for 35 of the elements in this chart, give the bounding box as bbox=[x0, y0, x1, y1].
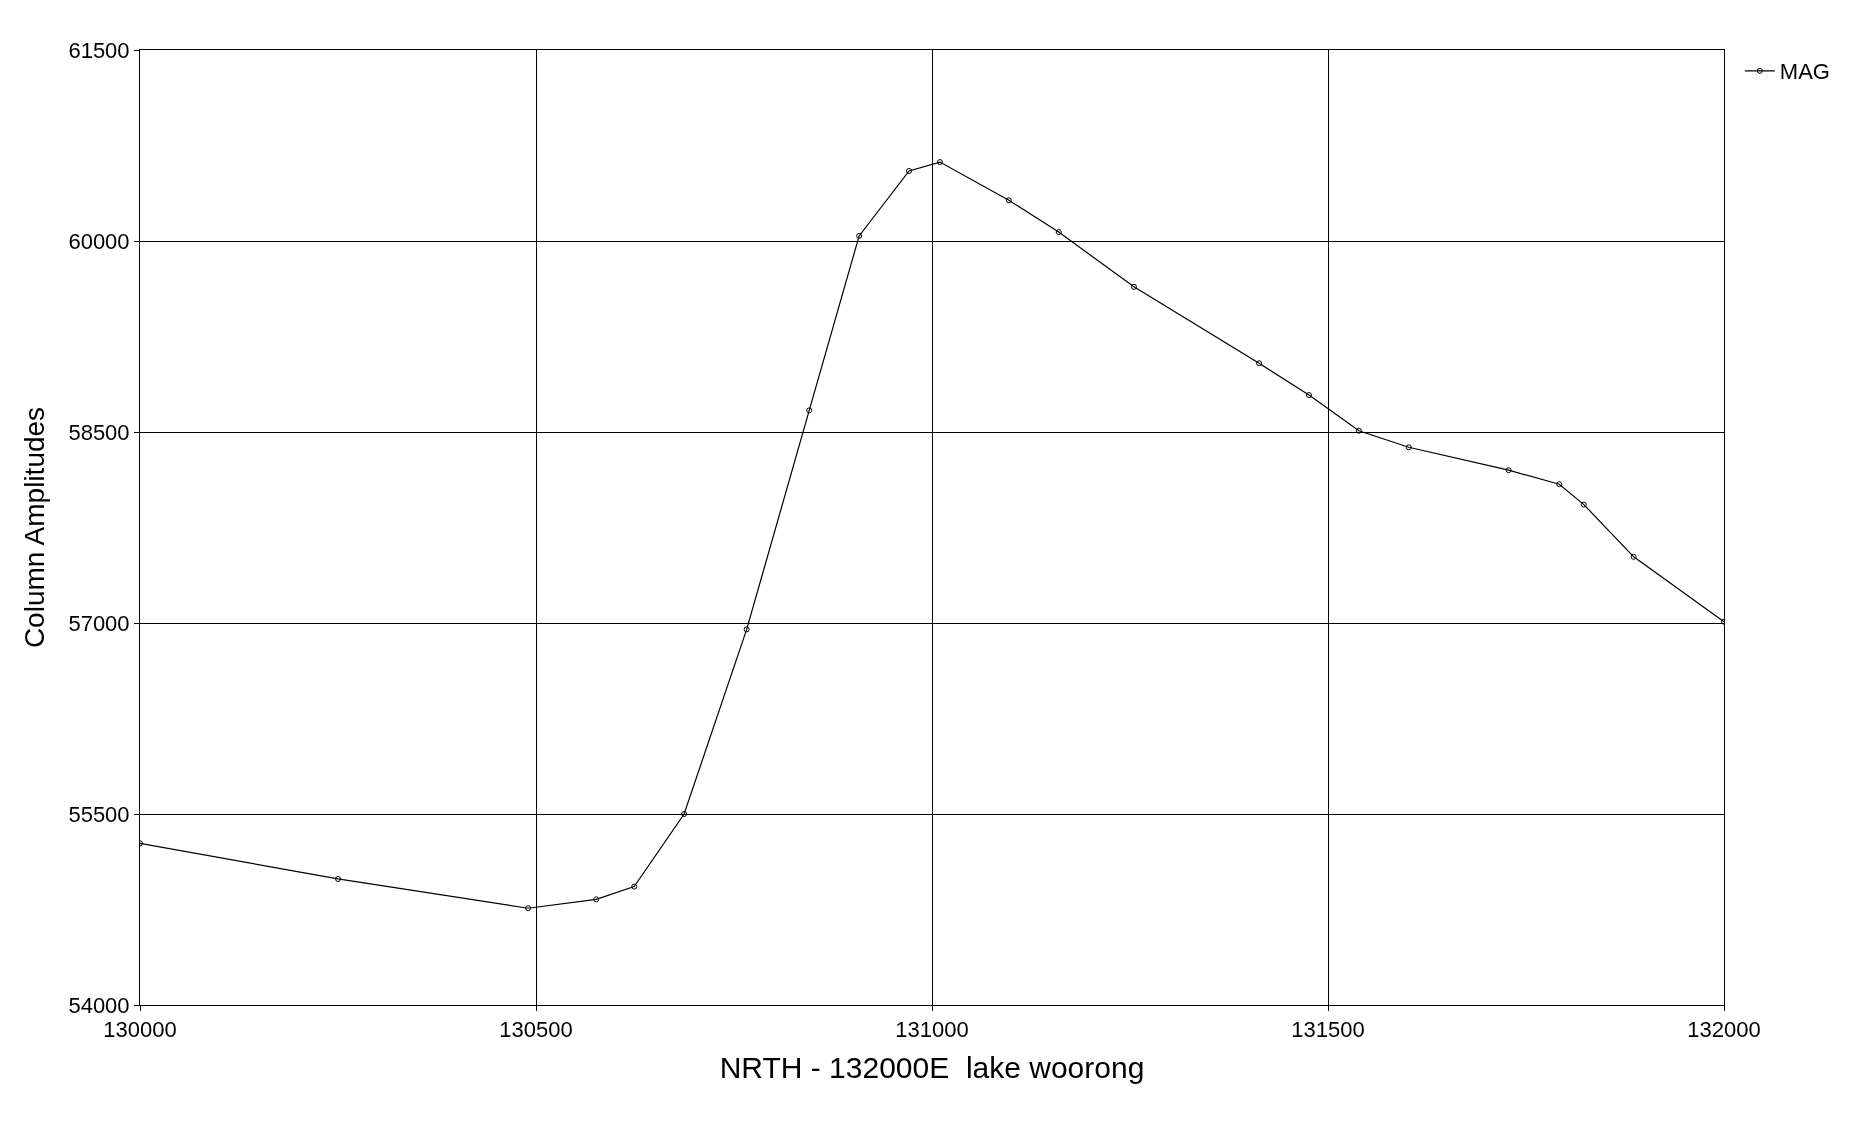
x-tick-label: 130500 bbox=[499, 1017, 573, 1043]
legend-label: MAG bbox=[1779, 59, 1830, 85]
y-tick-label: 57000 bbox=[68, 610, 130, 636]
x-tick-label: 131000 bbox=[895, 1017, 969, 1043]
point bbox=[593, 896, 600, 903]
point bbox=[856, 232, 863, 239]
y-tick-label: 61500 bbox=[68, 37, 130, 63]
point bbox=[335, 875, 341, 882]
y-tick-label: 55500 bbox=[68, 801, 130, 827]
point bbox=[1505, 467, 1512, 474]
point bbox=[1355, 427, 1362, 434]
x-tick-label: 130000 bbox=[103, 1017, 177, 1043]
y-tick-label: 60000 bbox=[68, 228, 130, 254]
point bbox=[806, 407, 813, 414]
point bbox=[1580, 501, 1587, 508]
point bbox=[1630, 553, 1637, 560]
y-tick-label: 54000 bbox=[68, 992, 130, 1018]
point bbox=[906, 167, 913, 174]
x-axis-title: NRTH - 132000E lake woorong bbox=[719, 1050, 1145, 1084]
point bbox=[631, 883, 638, 890]
point bbox=[1005, 197, 1012, 204]
point bbox=[1130, 283, 1137, 290]
point bbox=[743, 626, 750, 633]
point bbox=[1405, 444, 1412, 451]
point bbox=[1305, 392, 1312, 399]
point bbox=[1556, 481, 1563, 488]
point bbox=[525, 905, 532, 912]
y-axis-title: Column Amplitudes bbox=[19, 406, 51, 649]
x-tick-label: 131500 bbox=[1291, 1017, 1365, 1043]
point bbox=[1256, 360, 1263, 367]
point bbox=[681, 811, 688, 817]
point bbox=[936, 159, 943, 166]
x-tick-label: 132000 bbox=[1687, 1017, 1761, 1043]
y-tick-label: 58500 bbox=[68, 419, 130, 445]
point bbox=[1055, 229, 1062, 236]
